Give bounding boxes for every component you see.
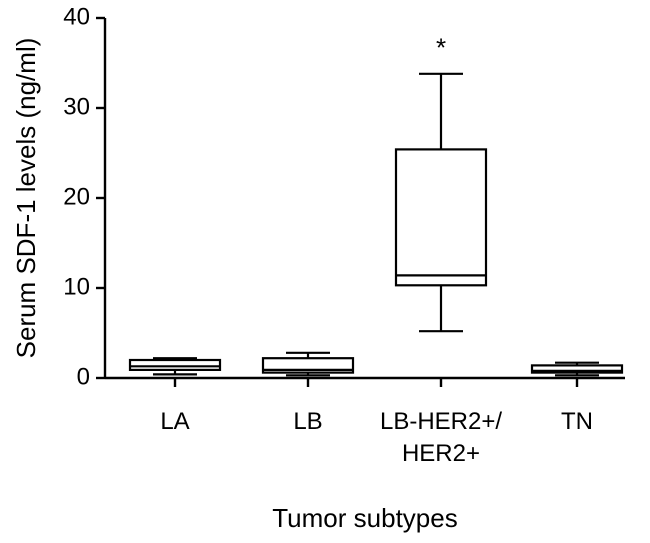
x-tick-label: TN — [561, 408, 593, 435]
y-tick-label: 0 — [77, 363, 90, 390]
x-tick-label: LB — [293, 408, 322, 435]
box-body — [128, 358, 222, 371]
x-axis-ticks: LA LB LB-HER2+/ HER2+ TN — [160, 378, 593, 467]
box-0 — [128, 357, 222, 376]
box-1 — [261, 351, 355, 377]
y-tick-label: 20 — [63, 183, 90, 210]
x-tick-label: LA — [160, 408, 189, 435]
y-axis-title: Serum SDF-1 levels (ng/ml) — [11, 38, 41, 359]
y-axis-ticks: 0 10 20 30 40 — [63, 3, 105, 390]
boxes — [128, 72, 624, 377]
x-axis-title: Tumor subtypes — [272, 503, 457, 533]
significance-marker: * — [436, 32, 446, 62]
y-tick-label: 10 — [63, 273, 90, 300]
x-axis: LA LB LB-HER2+/ HER2+ TN — [105, 376, 625, 467]
box-3 — [530, 361, 624, 377]
box-body — [394, 148, 488, 287]
y-tick-label: 30 — [63, 93, 90, 120]
y-axis: 0 10 20 30 40 — [63, 3, 107, 390]
box-2 — [394, 72, 488, 333]
annotations: * — [436, 32, 446, 62]
box-body — [530, 364, 624, 374]
x-tick-label: LB-HER2+/ — [380, 408, 502, 435]
y-tick-label: 40 — [63, 3, 90, 30]
x-tick-label: HER2+ — [402, 440, 480, 467]
